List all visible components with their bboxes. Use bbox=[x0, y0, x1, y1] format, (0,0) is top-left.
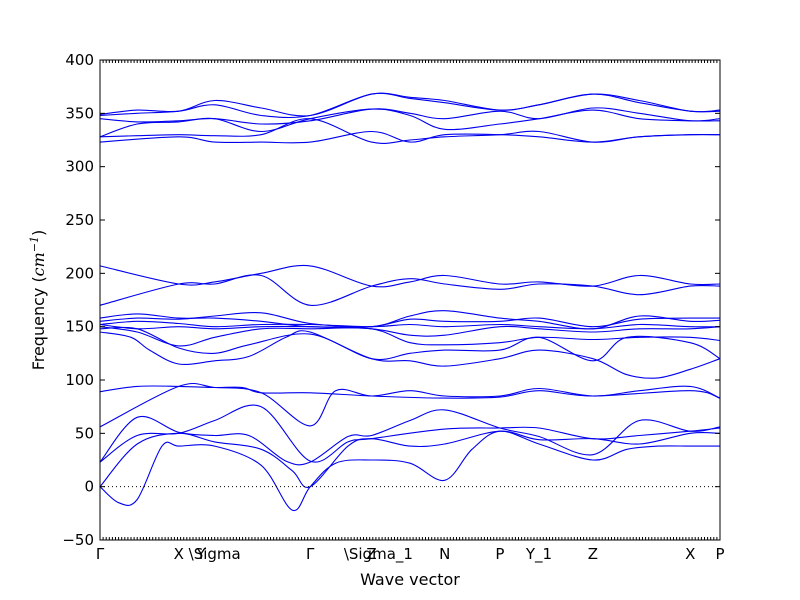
y-tick-label: −50 bbox=[62, 531, 94, 549]
band-line-16 bbox=[99, 130, 721, 144]
y-tick-label: 200 bbox=[65, 264, 94, 282]
band-line-2 bbox=[99, 430, 721, 488]
band-line-9 bbox=[99, 326, 721, 347]
y-axis: −50 0 50 100 150 200 250 300 350 400 bbox=[62, 51, 720, 549]
x-tick-label: Γ bbox=[96, 545, 105, 563]
x-tick-label: \Sigma bbox=[189, 545, 241, 563]
x-tick-label: P bbox=[715, 545, 724, 563]
x-tick-label: Z bbox=[588, 545, 598, 563]
y-tick-label: 250 bbox=[65, 211, 94, 229]
band-line-7 bbox=[99, 330, 721, 379]
band-line-8 bbox=[99, 326, 721, 362]
bands-group bbox=[99, 92, 721, 511]
band-line-21 bbox=[99, 92, 721, 117]
x-tick-label: X bbox=[174, 545, 184, 563]
y-tick-label: 350 bbox=[65, 104, 94, 122]
y-tick-label: 300 bbox=[65, 158, 94, 176]
x-tick-label: Γ bbox=[306, 545, 315, 563]
y-tick-label: 0 bbox=[84, 478, 94, 496]
band-line-19 bbox=[99, 107, 721, 125]
x-tick-label: Y_1 bbox=[525, 545, 552, 564]
band-line-1 bbox=[99, 430, 721, 511]
band-line-12 bbox=[99, 310, 721, 330]
band-line-3 bbox=[99, 404, 721, 463]
band-line-20 bbox=[99, 92, 721, 119]
y-tick-label: 50 bbox=[75, 424, 94, 442]
x-tick-label: \Sigma_1 bbox=[344, 545, 413, 564]
y-axis-label: Frequency (cm−1) bbox=[28, 230, 48, 371]
band-line-6 bbox=[99, 385, 721, 399]
band-line-13 bbox=[99, 313, 721, 329]
x-tick-label: X bbox=[685, 545, 695, 563]
x-axis: Γ X Y\Sigma Γ Z\Sigma_1 N P Y_1 Z X P bbox=[96, 60, 725, 564]
y-tick-label: 150 bbox=[65, 318, 94, 336]
band-line-10 bbox=[99, 323, 721, 337]
y-axis-unit-exponent: −1 bbox=[28, 236, 41, 252]
plot-frame bbox=[99, 59, 721, 541]
band-line-14 bbox=[99, 274, 721, 306]
y-tick-label: 400 bbox=[65, 51, 94, 69]
x-tick-label: N bbox=[439, 545, 450, 563]
y-axis-label-text: Frequency bbox=[29, 288, 48, 371]
band-line-17 bbox=[99, 118, 721, 144]
x-tick-label: Y bbox=[195, 545, 206, 563]
x-tick-label: Z bbox=[366, 545, 376, 563]
band-line-4 bbox=[99, 409, 721, 466]
x-axis-label: Wave vector bbox=[360, 570, 460, 589]
y-axis-unit: cm bbox=[29, 252, 48, 276]
y-tick-label: 100 bbox=[65, 371, 94, 389]
band-line-11 bbox=[99, 320, 721, 330]
band-line-15 bbox=[99, 264, 721, 288]
x-tick-label: P bbox=[495, 545, 504, 563]
